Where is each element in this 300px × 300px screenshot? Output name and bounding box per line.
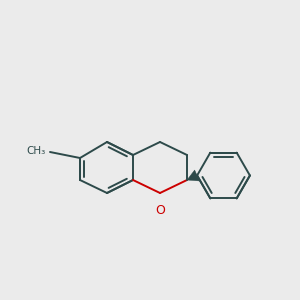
Text: CH₃: CH₃	[26, 146, 46, 155]
Text: O: O	[156, 204, 166, 218]
Polygon shape	[187, 170, 200, 181]
